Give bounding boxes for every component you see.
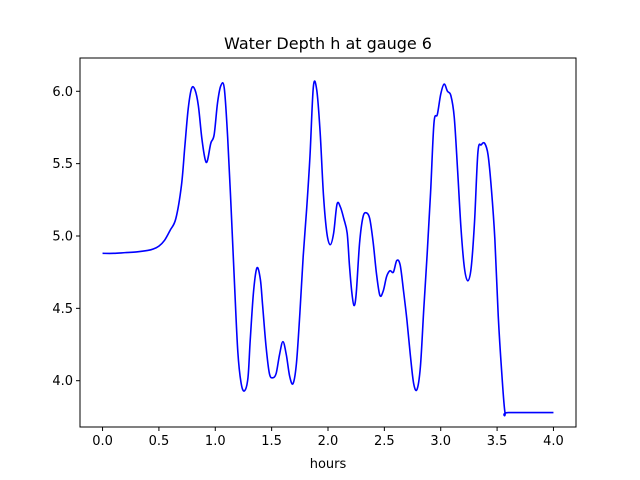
x-tick-label: 0.5 [149,434,170,449]
y-tick-label: 5.0 [52,229,73,244]
x-tick-label: 2.0 [318,434,339,449]
x-axis: 0.0 0.5 1.0 1.5 2.0 2.5 3.0 3.5 4.0 [92,427,564,449]
x-tick-label: 3.5 [487,434,508,449]
x-tick-label: 2.5 [374,434,395,449]
y-tick-label: 5.5 [52,157,73,172]
chart-title: Water Depth h at gauge 6 [224,34,432,53]
x-tick-label: 4.0 [543,434,564,449]
x-tick-label: 3.0 [430,434,451,449]
y-tick-label: 4.0 [52,374,73,389]
y-tick-label: 6.0 [52,85,73,100]
x-tick-label: 0.0 [92,434,113,449]
y-axis: 4.0 4.5 5.0 5.5 6.0 [52,85,80,389]
x-axis-label: hours [310,457,347,472]
x-tick-label: 1.5 [261,434,282,449]
series-line [102,80,554,417]
x-tick-label: 1.0 [205,434,226,449]
y-tick-label: 4.5 [52,302,73,317]
series-layer [102,80,554,417]
